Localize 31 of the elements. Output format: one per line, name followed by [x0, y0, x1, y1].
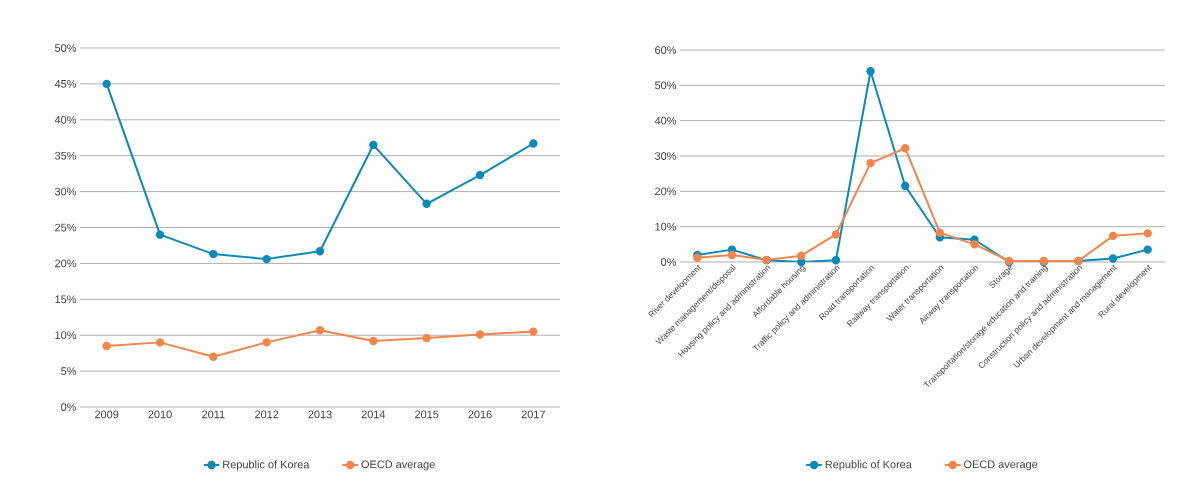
y-tick-label: 25% [55, 223, 77, 232]
x-tick-label: 2012 [255, 410, 279, 419]
y-tick-label: 5% [61, 367, 77, 375]
y-tick-label: 35% [54, 151, 77, 160]
x-tick-label: 2017 [521, 410, 545, 419]
legend-label: Republic of Korea [223, 460, 310, 471]
y-tick-label: 40% [54, 115, 77, 124]
x-tick-label: 2016 [468, 410, 492, 419]
y-tick-label: 0% [61, 403, 77, 411]
y-tick-label: 30% [654, 152, 677, 160]
y-tick-label: 45% [54, 80, 77, 88]
y-tick-label: 10% [655, 222, 677, 231]
legend-label: OECD average [964, 460, 1038, 471]
y-tick-label: 50% [54, 44, 77, 52]
x-tick-label: 2009 [95, 410, 119, 419]
legend-label: Republic of Korea [825, 460, 912, 471]
y-tick-label: 0% [661, 258, 677, 266]
y-tick-label: 60% [655, 46, 677, 54]
x-tick-label: 2011 [202, 410, 225, 419]
x-tick-label: 2013 [308, 410, 332, 419]
x-tick-label: 2010 [148, 410, 172, 419]
y-tick-label: 15% [55, 295, 77, 304]
y-tick-label: 20% [655, 187, 677, 196]
y-tick-label: 40% [654, 116, 677, 125]
y-tick-label: 30% [54, 187, 77, 196]
y-tick-label: 10% [55, 331, 77, 340]
legend-label: OECD average [361, 460, 435, 471]
y-tick-label: 20% [55, 259, 77, 268]
y-tick-label: 50% [654, 81, 677, 90]
x-tick-label: 2014 [361, 410, 386, 419]
x-tick-label: 2015 [415, 410, 439, 419]
